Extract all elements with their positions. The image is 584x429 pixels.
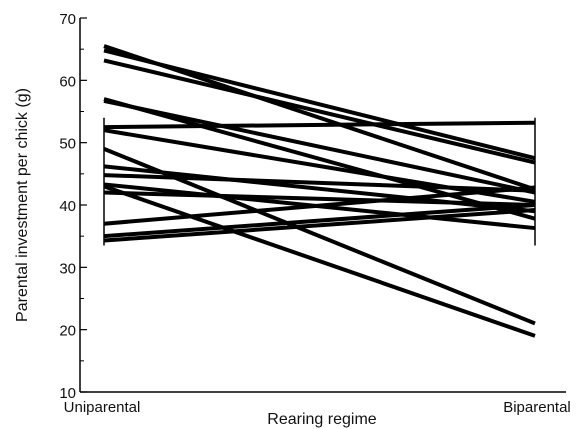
y-axis-ticks: 10 20 30 40 50 60 70 — [59, 11, 87, 402]
x-tick-label-biparental: Biparental — [503, 399, 571, 416]
y-tick-label-60: 60 — [59, 73, 76, 90]
y-tick-label-20: 20 — [59, 323, 76, 340]
series-line-16 — [103, 207, 536, 243]
series-line-3 — [103, 58, 536, 165]
series-line-4 — [103, 97, 536, 221]
y-tick-label-10: 10 — [59, 385, 76, 402]
series-line-13 — [103, 190, 536, 207]
y-tick-label-40: 40 — [59, 198, 76, 215]
y-tick-label-70: 70 — [59, 11, 76, 28]
series-lines — [103, 44, 536, 338]
series-line-12 — [103, 184, 536, 338]
x-axis-ticks: Uniparental Biparental — [64, 117, 571, 416]
y-tick-label-30: 30 — [59, 260, 76, 277]
series-line-2 — [103, 48, 536, 161]
y-tick-label-50: 50 — [59, 136, 76, 153]
x-tick-label-uniparental: Uniparental — [64, 399, 141, 416]
series-line-10 — [103, 173, 536, 193]
series-line-5 — [103, 98, 536, 195]
x-axis-label: Rearing regime — [267, 411, 376, 428]
series-line-15 — [103, 203, 536, 239]
y-axis-label: Parental investment per chick (g) — [14, 88, 31, 322]
series-line-6 — [103, 120, 536, 130]
series-line-14 — [103, 185, 536, 226]
